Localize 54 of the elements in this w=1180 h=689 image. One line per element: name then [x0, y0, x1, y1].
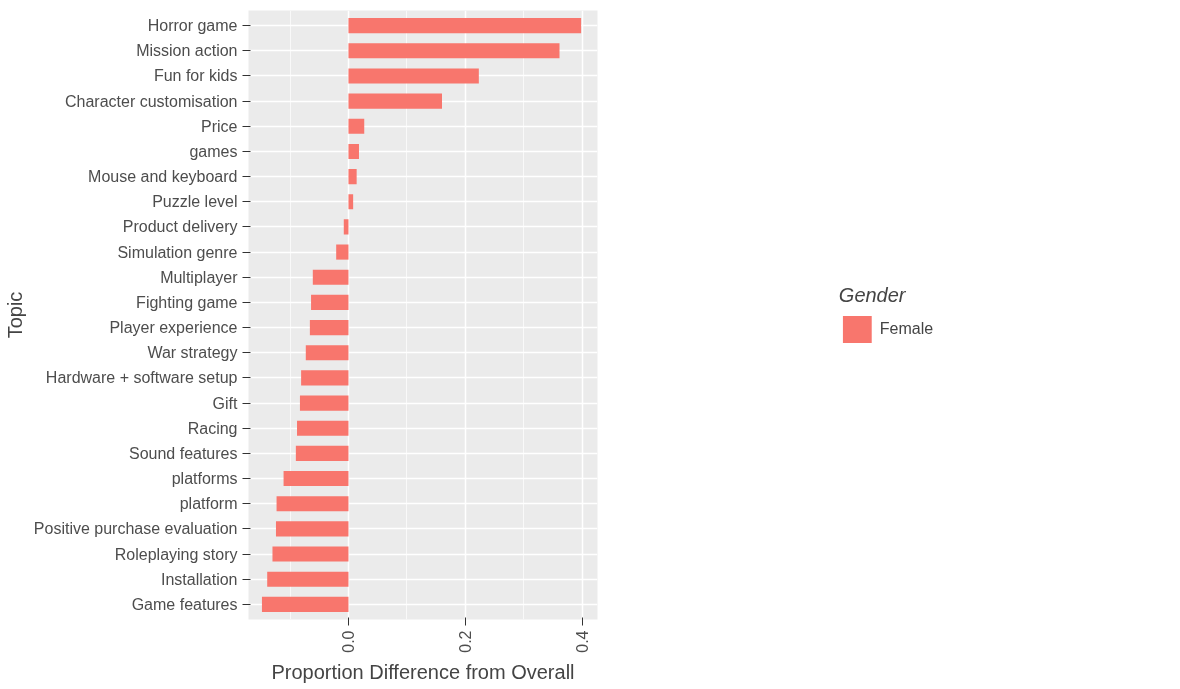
x-tick-label: 0.2: [457, 630, 475, 653]
y-tick-label: platform: [179, 495, 238, 513]
y-tick-label: Fun for kids: [153, 67, 238, 85]
bar: [272, 546, 349, 562]
bar: [261, 596, 349, 612]
bar: [297, 420, 349, 436]
y-axis-title: Topic: [3, 291, 26, 339]
bar: [275, 521, 349, 537]
x-axis-title: Proportion Difference from Overall: [271, 660, 575, 683]
y-tick-label: Racing: [187, 419, 238, 437]
y-tick-label: Puzzle level: [152, 193, 238, 211]
y-tick-label: Player experience: [109, 319, 238, 337]
bar: [276, 496, 349, 512]
y-tick-label: Character customisation: [64, 92, 238, 110]
y-tick-label: Mission action: [136, 42, 238, 60]
y-tick-label: Game features: [131, 595, 238, 613]
bar: [348, 18, 582, 34]
bar: [299, 395, 349, 411]
bar: [348, 143, 359, 159]
y-tick-label: Roleplaying story: [114, 545, 238, 563]
bar: [348, 118, 365, 134]
bar: [348, 43, 560, 59]
bar: [267, 571, 349, 587]
bar: [348, 194, 354, 210]
legend-label: Female: [879, 319, 934, 338]
y-tick-label: Fighting game: [136, 293, 238, 311]
y-tick-label: games: [189, 142, 238, 160]
bar: [301, 370, 349, 386]
y-tick-label: Gift: [212, 394, 239, 412]
bar: [348, 68, 479, 84]
y-tick-label: Multiplayer: [160, 268, 239, 286]
legend-title: Gender: [838, 283, 907, 307]
y-tick-label: Simulation genre: [117, 243, 238, 261]
y-tick-label: Sound features: [128, 444, 238, 462]
bar: [309, 320, 349, 336]
bar: [283, 471, 349, 487]
y-tick-label: Hardware + software setup: [45, 369, 238, 387]
y-tick-label: War strategy: [147, 344, 238, 362]
y-tick-label: Price: [201, 117, 238, 135]
y-tick-label: Installation: [161, 570, 238, 588]
y-tick-label: Product delivery: [122, 218, 238, 236]
bar: [348, 169, 357, 185]
x-tick-label: 0.4: [574, 630, 592, 653]
bar: [336, 244, 349, 260]
y-tick-label: Positive purchase evaluation: [33, 520, 238, 538]
bar: [312, 269, 349, 285]
x-tick-label: 0.0: [340, 630, 358, 653]
y-tick-label: platforms: [171, 470, 238, 488]
bar: [311, 294, 349, 310]
bar: [305, 345, 349, 361]
y-tick-label: Mouse and keyboard: [88, 168, 238, 186]
y-tick-label: Horror game: [147, 17, 238, 35]
bar: [295, 445, 349, 461]
bar: [348, 93, 442, 109]
